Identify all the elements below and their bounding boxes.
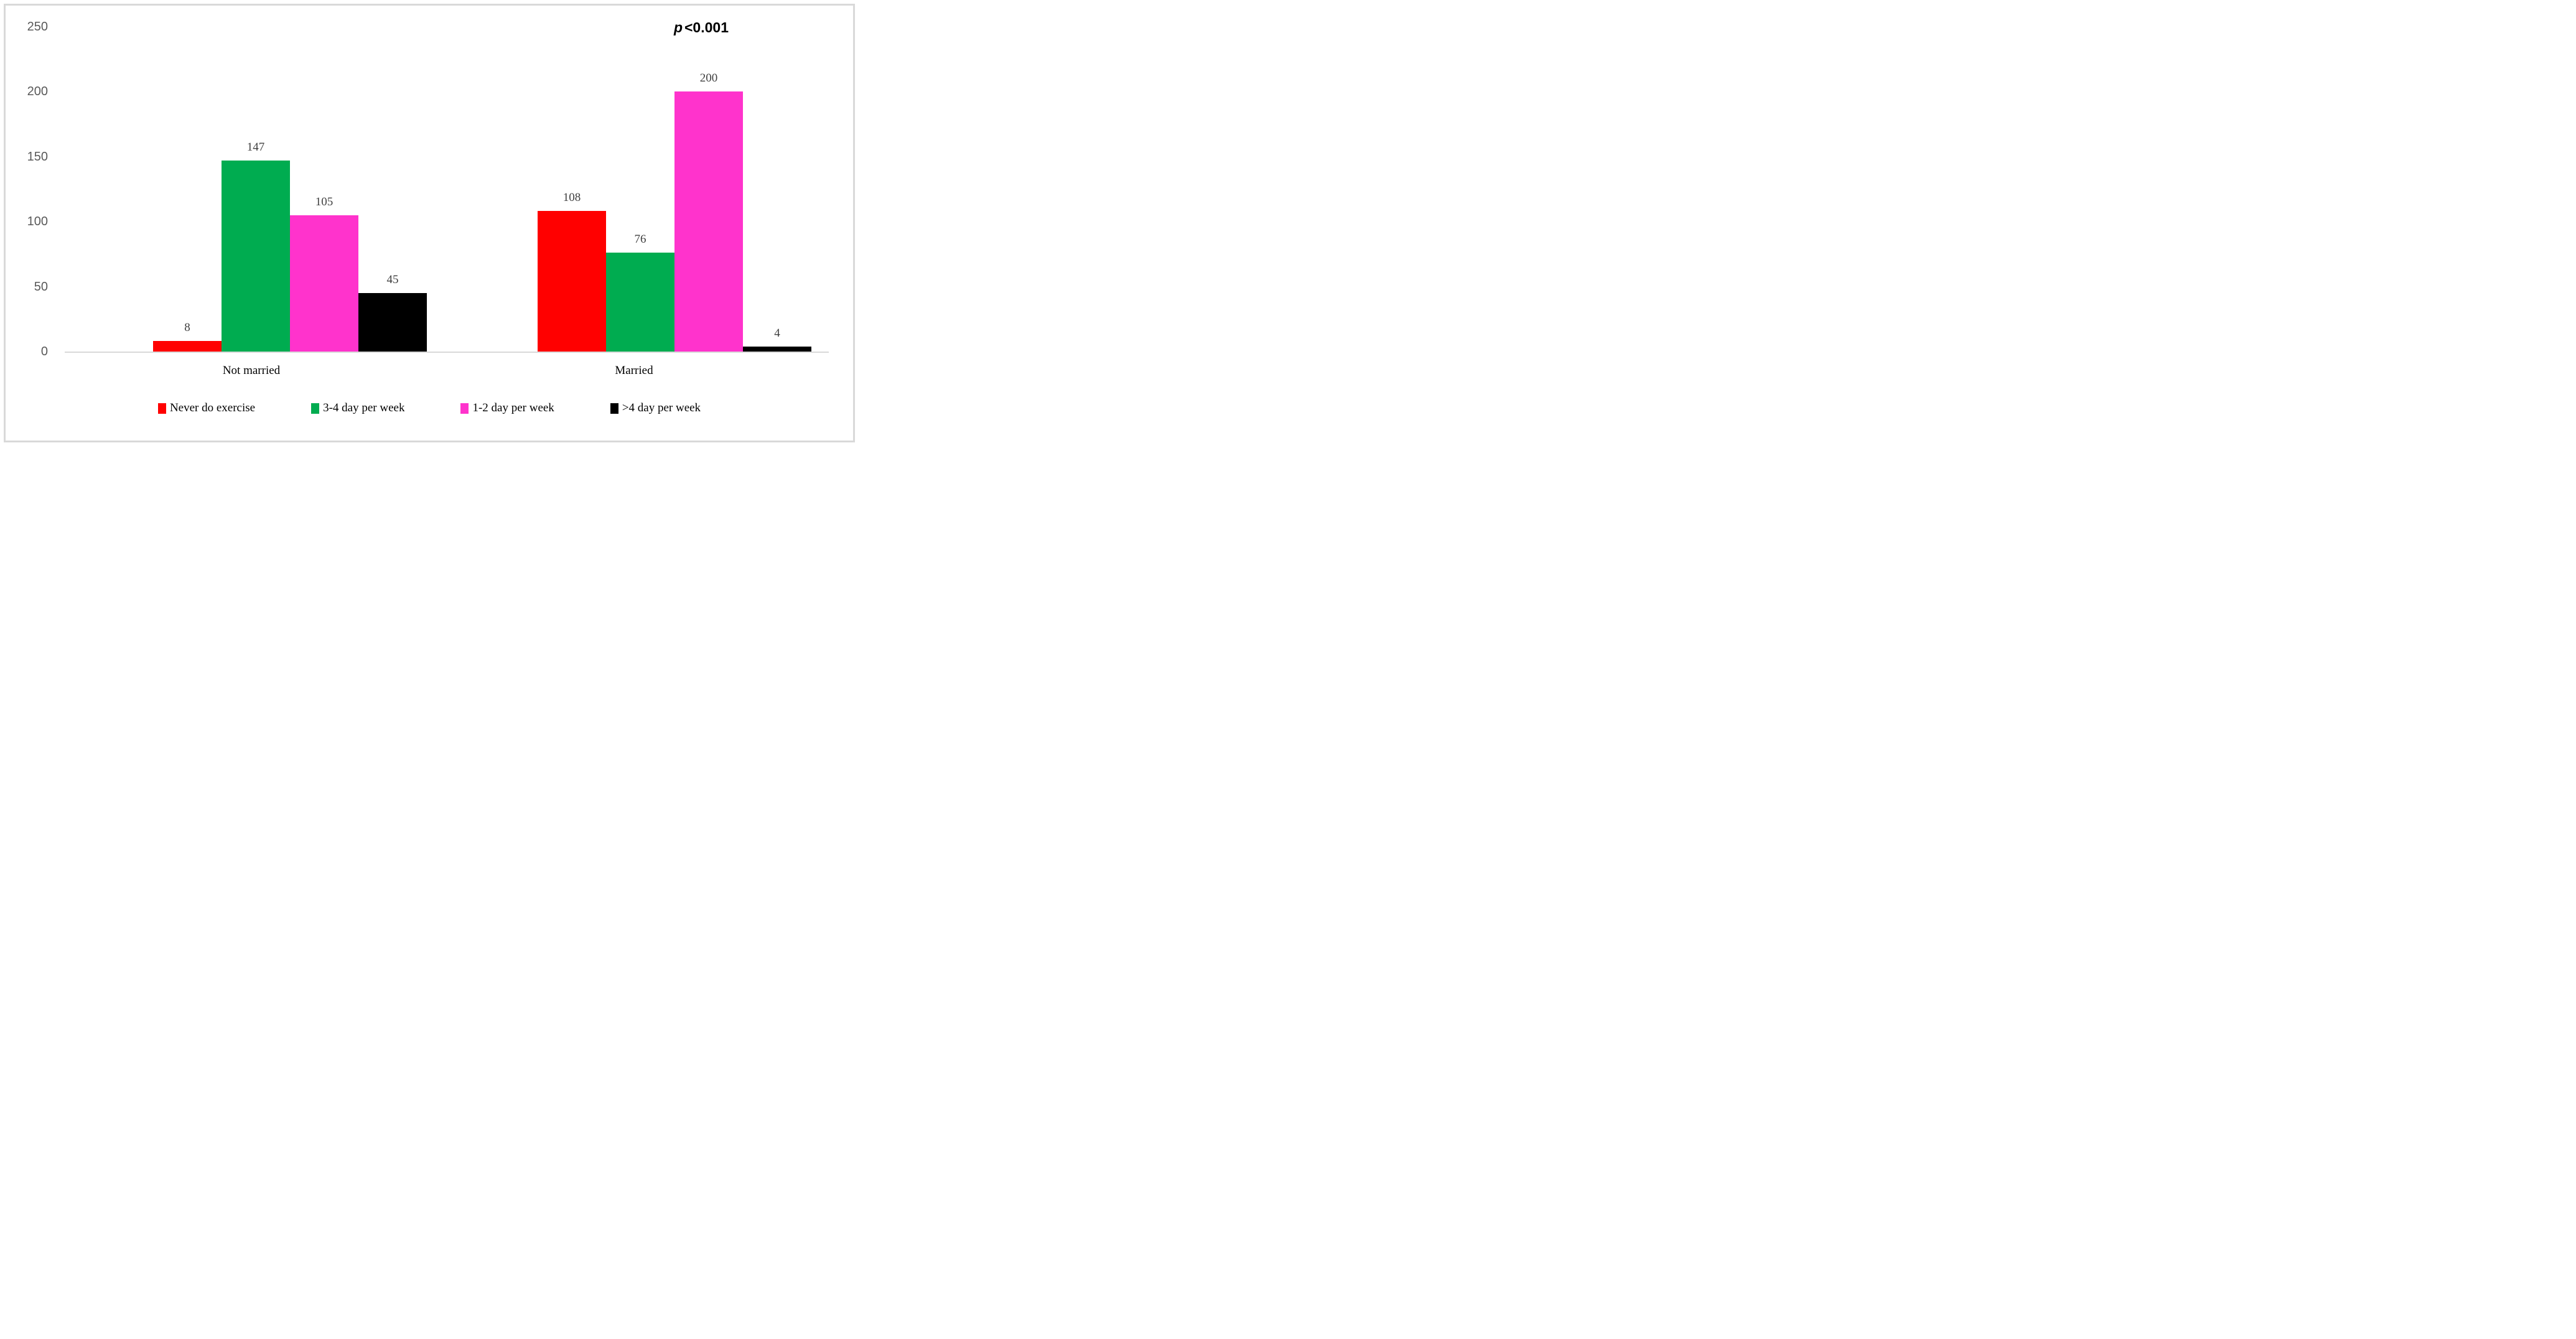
- category-label: Not married: [222, 364, 281, 377]
- bar: [358, 293, 427, 352]
- y-axis-tick-label: 150: [27, 149, 48, 164]
- legend-item: >4 day per week: [610, 401, 701, 415]
- y-axis-tick-label: 200: [27, 85, 48, 99]
- bar: [153, 341, 222, 352]
- legend-item: 3-4 day per week: [311, 401, 404, 415]
- legend-item: Never do exercise: [157, 401, 256, 415]
- bar: [538, 211, 606, 352]
- chart-frame: 0 50 100 150 200 250 8 147 105 45 108 76 200 4 Not m…: [4, 4, 855, 442]
- legend-item: 1-2 day per week: [460, 401, 554, 415]
- y-axis-tick-label: 50: [34, 279, 48, 294]
- bar-data-label: 76: [634, 233, 646, 246]
- bar-data-label: 147: [246, 141, 265, 154]
- x-axis-line: [65, 352, 829, 353]
- legend-label: 1-2 day per week: [472, 401, 554, 414]
- legend-label: Never do exercise: [169, 401, 256, 414]
- bar: [743, 347, 811, 352]
- legend-color-swatch: [610, 403, 618, 414]
- legend-color-swatch: [157, 403, 166, 414]
- y-axis-tick-label: 100: [27, 215, 48, 229]
- y-axis-tick-label: 250: [27, 20, 48, 34]
- bar-data-label: 105: [315, 195, 334, 208]
- bar-data-label: 4: [774, 327, 780, 340]
- legend-label: 3-4 day per week: [323, 401, 405, 414]
- bar: [222, 161, 290, 352]
- bar: [290, 215, 358, 352]
- bar-data-label: 200: [699, 72, 718, 85]
- p-value-text: <0.001: [684, 19, 729, 35]
- bar: [674, 91, 743, 352]
- p-value-symbol: p: [673, 19, 683, 35]
- category-label: Married: [615, 364, 653, 377]
- bar-data-label: 108: [562, 191, 581, 204]
- legend-color-swatch: [460, 403, 469, 414]
- legend-label: >4 day per week: [622, 401, 701, 414]
- y-axis-tick-label: 0: [40, 345, 48, 358]
- bar-data-label: 45: [386, 273, 399, 286]
- legend: Never do exercise 3-4 day per week 1-2 day…: [6, 401, 853, 415]
- bar-data-label: 8: [184, 321, 190, 334]
- legend-color-swatch: [311, 403, 320, 414]
- bar: [606, 253, 674, 352]
- p-value-annotation: p <0.001: [674, 19, 729, 36]
